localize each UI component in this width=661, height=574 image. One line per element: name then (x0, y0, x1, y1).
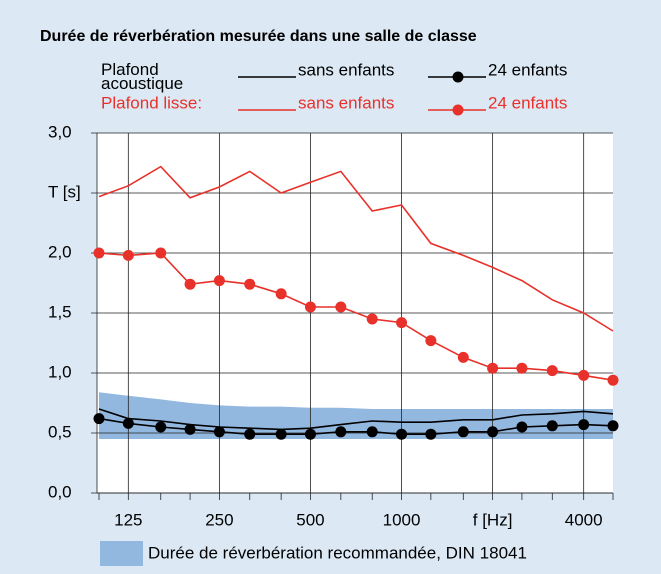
band-legend-swatch (100, 541, 143, 566)
data-point (487, 426, 499, 438)
data-point (457, 351, 469, 363)
data-point (396, 317, 408, 329)
data-point (275, 288, 287, 300)
data-point (213, 275, 225, 287)
y-tick-label: 0,0 (48, 482, 72, 501)
series-line (98, 408, 614, 431)
x-tick-label: 250 (205, 510, 233, 529)
legend-group-label: Plafond lisse: (101, 93, 202, 112)
legend-label: 24 enfants (488, 93, 567, 112)
data-point (155, 421, 167, 433)
x-tick-label: 125 (114, 510, 142, 529)
data-point (275, 428, 287, 440)
data-point (607, 420, 619, 432)
data-point (244, 428, 256, 440)
y-tick-label: 1,5 (48, 302, 72, 321)
data-point (304, 428, 316, 440)
data-point (425, 335, 437, 347)
y-tick-label: T [s] (48, 182, 81, 201)
data-point (425, 428, 437, 440)
series-line (98, 165, 614, 332)
data-point (366, 313, 378, 325)
data-point (122, 417, 134, 429)
legend-label: 24 enfants (488, 60, 567, 79)
y-tick-label: 2,0 (48, 242, 72, 261)
y-tick-label: 0,5 (48, 422, 72, 441)
data-point (213, 426, 225, 438)
data-point (122, 249, 134, 261)
x-tick-label: f [Hz] (473, 510, 513, 529)
chart-title: Durée de réverbération mesurée dans une … (40, 28, 477, 45)
legend-label: sans enfants (298, 93, 394, 112)
legend-marker (452, 104, 464, 116)
data-point (93, 247, 105, 259)
data-point (155, 247, 167, 259)
data-point (335, 301, 347, 313)
data-point (546, 365, 558, 377)
data-point (546, 420, 558, 432)
data-point (396, 428, 408, 440)
data-point (184, 423, 196, 435)
legend-group-label: Plafond acoustique (101, 60, 184, 93)
legend-marker (452, 71, 464, 83)
data-point (93, 413, 105, 425)
data-point (516, 421, 528, 433)
x-tick-label: 500 (296, 510, 324, 529)
x-tick-label: 4000 (565, 510, 603, 529)
data-point (304, 301, 316, 313)
data-point (184, 278, 196, 290)
data-point (244, 278, 256, 290)
data-point (607, 374, 619, 386)
y-tick-label: 3,0 (48, 122, 72, 141)
data-point (487, 362, 499, 374)
data-point (516, 362, 528, 374)
data-point (335, 426, 347, 438)
x-tick-label: 1000 (383, 510, 421, 529)
data-point (457, 426, 469, 438)
legend-label: sans enfants (298, 60, 394, 79)
data-point (366, 426, 378, 438)
band-legend-label: Durée de réverbération recommandée, DIN … (148, 543, 527, 562)
data-point (578, 369, 590, 381)
y-tick-label: 1,0 (48, 362, 72, 381)
data-point (578, 419, 590, 431)
